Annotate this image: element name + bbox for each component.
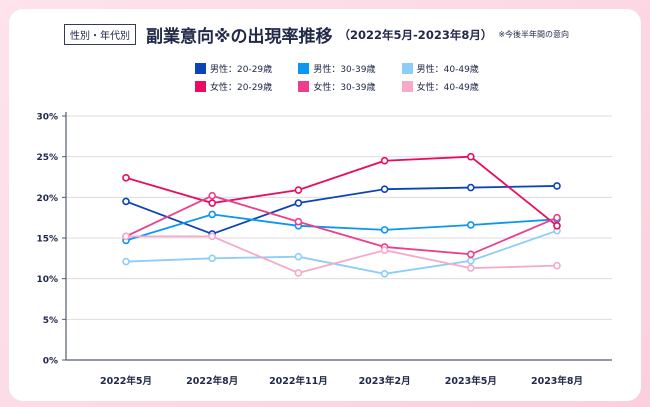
data-point <box>466 221 475 229</box>
legend-swatch <box>298 63 310 74</box>
data-point <box>380 246 389 254</box>
data-point <box>208 232 216 241</box>
data-point <box>294 269 303 277</box>
data-point <box>553 182 561 190</box>
y-tick-label: 0% <box>43 357 58 367</box>
chart-note: ※今後半年間の意向 <box>498 30 570 39</box>
legend-item: 男性：40-49歳 <box>401 62 495 75</box>
data-point <box>122 257 130 266</box>
y-tick-label: 5% <box>43 316 58 326</box>
legend-swatch <box>195 81 206 92</box>
chart-period: （2022年5月-2023年8月） <box>338 27 493 42</box>
chart-title: 副業意向※の出現率推移 <box>146 27 333 47</box>
y-tick-label: 20% <box>36 194 58 204</box>
legend-label: 男性：20-29歳 <box>210 65 273 75</box>
data-point <box>122 197 130 206</box>
legend-item: 男性：20-29歳 <box>195 62 288 75</box>
legend-label: 男性：30-39歳 <box>313 65 376 75</box>
data-point <box>553 261 561 270</box>
y-tick-label: 15% <box>36 235 58 245</box>
data-point <box>466 183 475 192</box>
y-tick-label: 10% <box>36 275 58 285</box>
legend-swatch <box>401 81 413 92</box>
y-tick-label: 30% <box>36 113 58 123</box>
data-point <box>294 199 303 207</box>
legend-label: 女性：30-39歳 <box>313 83 376 93</box>
legend-swatch <box>195 63 206 74</box>
x-tick-label: 2022年11月 <box>269 375 328 387</box>
legend: 男性：20-29歳 男性：30-39歳 男性：40-49歳女性：20-29歳 女性：3… <box>195 62 495 93</box>
series-line <box>125 213 558 242</box>
data-point <box>208 210 216 219</box>
legend-swatch <box>298 81 310 92</box>
data-point <box>294 217 303 226</box>
legend-item: 女性：30-39歳 <box>298 80 391 93</box>
legend-label: 女性：20-29歳 <box>210 83 273 93</box>
data-point <box>380 269 389 278</box>
legend-item: 女性：20-29歳 <box>195 80 288 93</box>
chart-header: 性別・年代別 副業意向※の出現率推移 （2022年5月-2023年8月） ※今後… <box>64 22 569 47</box>
data-point <box>380 226 389 234</box>
data-point <box>294 186 303 194</box>
category-tag: 性別・年代別 <box>64 24 136 45</box>
x-tick-label: 2023年5月 <box>445 375 497 387</box>
chart-card <box>9 9 641 401</box>
data-point <box>380 156 389 165</box>
legend-label: 男性：40-49歳 <box>416 65 479 75</box>
x-tick-label: 2023年2月 <box>359 375 411 387</box>
data-point <box>466 250 475 259</box>
x-tick-label: 2022年8月 <box>186 375 238 387</box>
series-line <box>125 229 558 275</box>
data-point <box>294 252 303 261</box>
data-point <box>553 213 561 222</box>
data-point <box>553 222 561 230</box>
legend-swatch <box>401 63 413 74</box>
x-tick-label: 2023年8月 <box>531 375 583 387</box>
data-point <box>122 232 130 241</box>
series-line <box>125 185 558 235</box>
series-line <box>126 235 558 274</box>
x-tick-label: 2022年5月 <box>100 375 152 387</box>
data-point <box>466 256 475 265</box>
data-point <box>208 191 216 200</box>
data-point <box>208 254 216 263</box>
data-point <box>122 174 130 182</box>
y-tick-label: 25% <box>36 153 58 163</box>
data-point <box>466 264 475 272</box>
legend-item: 男性：30-39歳 <box>298 62 391 75</box>
data-point <box>466 152 475 161</box>
series-line <box>125 194 558 256</box>
series-line <box>125 155 558 227</box>
legend-item: 女性：40-49歳 <box>401 80 495 93</box>
data-point <box>208 199 216 207</box>
data-point <box>380 185 389 193</box>
legend-label: 女性：40-49歳 <box>416 83 479 93</box>
